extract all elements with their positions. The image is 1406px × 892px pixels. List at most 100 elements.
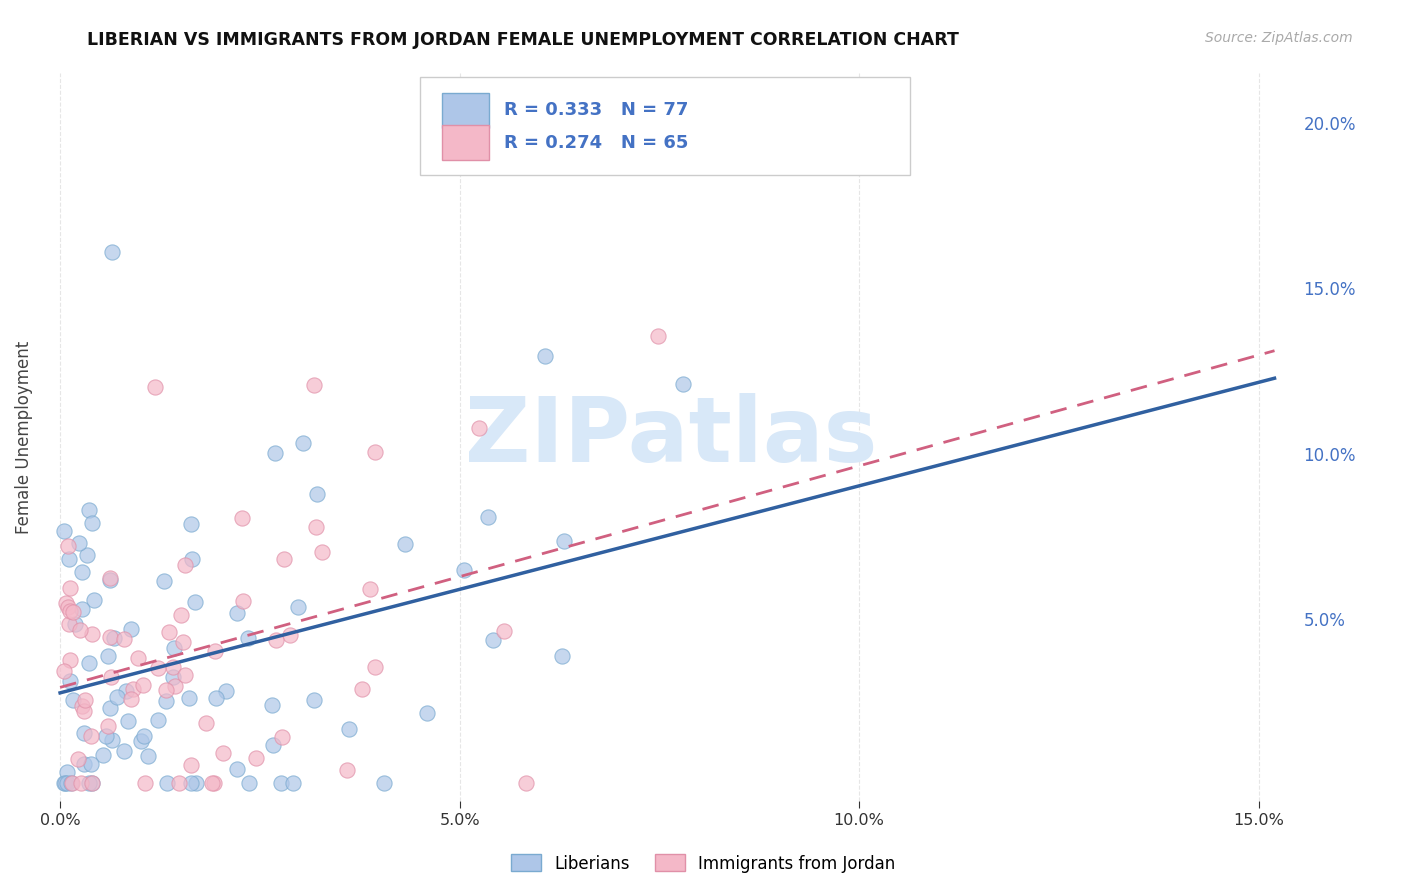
Point xyxy=(157,625,180,640)
Point xyxy=(263,445,285,459)
Point xyxy=(672,376,695,391)
Point xyxy=(336,764,359,778)
Point xyxy=(73,726,96,740)
Point xyxy=(83,593,105,607)
Point xyxy=(262,698,284,712)
Point xyxy=(98,571,121,585)
Point xyxy=(120,622,142,636)
Point xyxy=(359,582,381,596)
Point xyxy=(77,656,100,670)
Point xyxy=(67,752,90,766)
Point xyxy=(59,673,82,688)
Point xyxy=(82,776,104,790)
Text: Source: ZipAtlas.com: Source: ZipAtlas.com xyxy=(1205,31,1353,45)
Point xyxy=(236,631,259,645)
Point xyxy=(56,599,79,614)
Point xyxy=(62,776,84,790)
Point xyxy=(146,661,169,675)
Text: ZIPatlas: ZIPatlas xyxy=(465,393,877,481)
Point xyxy=(79,730,101,744)
Point xyxy=(238,776,260,790)
Point xyxy=(163,640,186,655)
Point xyxy=(364,444,387,458)
Point xyxy=(60,776,83,790)
Point xyxy=(271,730,294,744)
Point xyxy=(373,776,395,790)
Point xyxy=(180,758,202,772)
Point xyxy=(77,502,100,516)
Point xyxy=(165,679,187,693)
Point xyxy=(69,776,91,790)
Point xyxy=(98,701,121,715)
Point xyxy=(62,605,84,619)
Point xyxy=(201,776,224,790)
Point xyxy=(515,776,537,790)
Point xyxy=(58,617,80,632)
Point xyxy=(80,516,103,531)
Point xyxy=(278,628,301,642)
Text: LIBERIAN VS IMMIGRANTS FROM JORDAN FEMALE UNEMPLOYMENT CORRELATION CHART: LIBERIAN VS IMMIGRANTS FROM JORDAN FEMAL… xyxy=(87,31,959,49)
Point xyxy=(211,746,233,760)
Point xyxy=(148,714,170,728)
Point xyxy=(58,552,80,566)
FancyBboxPatch shape xyxy=(441,126,489,161)
Point xyxy=(162,670,184,684)
Point xyxy=(153,574,176,589)
Point xyxy=(59,581,82,595)
Point xyxy=(112,632,135,647)
Point xyxy=(132,729,155,743)
Point xyxy=(167,776,190,790)
Point xyxy=(162,660,184,674)
Point xyxy=(173,668,195,682)
Point xyxy=(59,653,82,667)
Point xyxy=(225,762,247,776)
Point xyxy=(179,691,201,706)
Y-axis label: Female Unemployment: Female Unemployment xyxy=(15,341,32,533)
Point xyxy=(80,756,103,771)
Point xyxy=(136,749,159,764)
Point xyxy=(94,729,117,743)
Point xyxy=(262,738,284,752)
Point xyxy=(105,690,128,704)
Point xyxy=(70,601,93,615)
Point xyxy=(103,632,125,646)
Point xyxy=(416,706,439,720)
Point xyxy=(174,558,197,572)
Point xyxy=(482,632,505,647)
Point xyxy=(79,776,101,790)
Point xyxy=(180,516,202,531)
Point xyxy=(155,683,177,698)
Point xyxy=(59,604,82,618)
Point xyxy=(394,537,416,551)
Point xyxy=(53,776,76,790)
Point xyxy=(96,648,118,663)
Point xyxy=(245,751,267,765)
Point xyxy=(73,693,96,707)
Point xyxy=(132,677,155,691)
Point xyxy=(53,524,76,538)
Point xyxy=(121,681,143,696)
Point xyxy=(127,651,149,665)
Point xyxy=(492,624,515,639)
Point xyxy=(553,533,575,548)
Point xyxy=(205,691,228,706)
Point xyxy=(304,377,326,392)
Point xyxy=(204,643,226,657)
Point xyxy=(117,714,139,728)
FancyBboxPatch shape xyxy=(441,93,489,128)
Text: R = 0.274   N = 65: R = 0.274 N = 65 xyxy=(505,134,689,152)
Point xyxy=(72,698,94,713)
Point xyxy=(56,765,79,780)
Point xyxy=(55,596,77,610)
Point xyxy=(134,776,156,790)
Point xyxy=(72,704,94,718)
Point xyxy=(264,633,287,648)
Point xyxy=(97,719,120,733)
Point xyxy=(215,683,238,698)
Point xyxy=(62,693,84,707)
Point xyxy=(80,776,103,790)
Point xyxy=(156,776,179,790)
Point xyxy=(305,519,328,533)
Point xyxy=(80,626,103,640)
Point xyxy=(181,551,204,566)
